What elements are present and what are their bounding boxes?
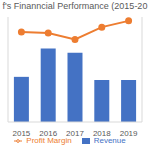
html-text:Profit Margin: Profit Margin [26, 136, 72, 145]
svg-text:2017: 2017 [66, 129, 84, 138]
html-text:Revenue: Revenue [93, 136, 126, 145]
html-text:f's Finanncial Performance (20: f's Finanncial Performance (2015-20 [2, 1, 148, 11]
svg-text:2015: 2015 [13, 129, 31, 138]
svg-text:2016: 2016 [39, 129, 57, 138]
svg-text:2018: 2018 [93, 129, 111, 138]
svg-text:2019: 2019 [120, 129, 138, 138]
